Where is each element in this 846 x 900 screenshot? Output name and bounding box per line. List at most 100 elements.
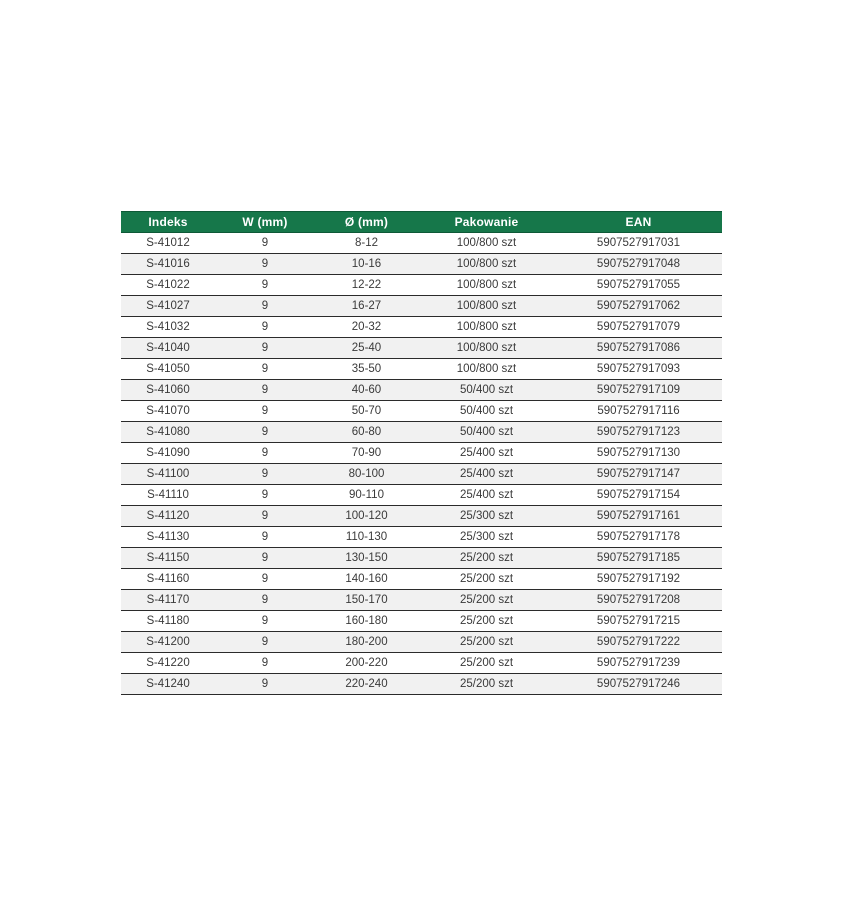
cell-w-mm: 9 [215,526,315,548]
cell-pakowanie: 25/400 szt [418,463,555,485]
cell-diameter-mm: 35-50 [315,358,418,380]
cell-pakowanie: 100/800 szt [418,232,555,254]
cell-diameter-mm: 160-180 [315,610,418,632]
cell-indeks: S-41050 [121,358,215,380]
table-row: S-41200 9 180-200 25/200 szt 5907527917222 [121,631,722,653]
cell-w-mm: 9 [215,652,315,674]
cell-w-mm: 9 [215,421,315,443]
cell-indeks: S-41180 [121,610,215,632]
cell-ean: 5907527917109 [555,379,722,401]
table-row: S-41032 9 20-32 100/800 szt 5907527917079 [121,316,722,338]
cell-indeks: S-41120 [121,505,215,527]
table-row: S-41022 9 12-22 100/800 szt 5907527917055 [121,274,722,296]
cell-pakowanie: 100/800 szt [418,295,555,317]
table-row: S-41100 9 80-100 25/400 szt 5907527917147 [121,463,722,485]
cell-indeks: S-41040 [121,337,215,359]
cell-ean: 5907527917208 [555,589,722,611]
table-row: S-41160 9 140-160 25/200 szt 5907527917192 [121,568,722,590]
cell-pakowanie: 25/200 szt [418,631,555,653]
cell-indeks: S-41060 [121,379,215,401]
cell-pakowanie: 100/800 szt [418,316,555,338]
cell-diameter-mm: 100-120 [315,505,418,527]
cell-ean: 5907527917116 [555,400,722,422]
cell-w-mm: 9 [215,631,315,653]
cell-pakowanie: 25/200 szt [418,589,555,611]
cell-ean: 5907527917031 [555,232,722,254]
cell-indeks: S-41012 [121,232,215,254]
cell-ean: 5907527917079 [555,316,722,338]
cell-indeks: S-41200 [121,631,215,653]
cell-diameter-mm: 60-80 [315,421,418,443]
cell-w-mm: 9 [215,442,315,464]
cell-diameter-mm: 16-27 [315,295,418,317]
table-row: S-41170 9 150-170 25/200 szt 5907527917208 [121,589,722,611]
cell-w-mm: 9 [215,673,315,695]
cell-diameter-mm: 90-110 [315,484,418,506]
table-row: S-41016 9 10-16 100/800 szt 5907527917048 [121,253,722,275]
cell-pakowanie: 100/800 szt [418,253,555,275]
product-spec-table-container: Indeks W (mm) Ø (mm) Pakowanie EAN S-41012 9 8… [121,211,722,695]
cell-ean: 5907527917246 [555,673,722,695]
cell-ean: 5907527917086 [555,337,722,359]
table-row: S-41012 9 8-12 100/800 szt 5907527917031 [121,232,722,254]
table-row: S-41090 9 70-90 25/400 szt 5907527917130 [121,442,722,464]
cell-w-mm: 9 [215,484,315,506]
cell-indeks: S-41110 [121,484,215,506]
table-row: S-41040 9 25-40 100/800 szt 5907527917086 [121,337,722,359]
cell-indeks: S-41170 [121,589,215,611]
cell-diameter-mm: 180-200 [315,631,418,653]
cell-pakowanie: 25/200 szt [418,652,555,674]
cell-ean: 5907527917048 [555,253,722,275]
table-row: S-41150 9 130-150 25/200 szt 5907527917185 [121,547,722,569]
cell-indeks: S-41022 [121,274,215,296]
cell-indeks: S-41027 [121,295,215,317]
cell-pakowanie: 25/400 szt [418,442,555,464]
cell-pakowanie: 25/300 szt [418,505,555,527]
cell-w-mm: 9 [215,358,315,380]
cell-indeks: S-41080 [121,421,215,443]
cell-pakowanie: 50/400 szt [418,421,555,443]
cell-indeks: S-41090 [121,442,215,464]
cell-diameter-mm: 140-160 [315,568,418,590]
cell-pakowanie: 25/400 szt [418,484,555,506]
cell-indeks: S-41160 [121,568,215,590]
cell-pakowanie: 100/800 szt [418,358,555,380]
cell-w-mm: 9 [215,232,315,254]
cell-ean: 5907527917130 [555,442,722,464]
cell-diameter-mm: 8-12 [315,232,418,254]
table-row: S-41050 9 35-50 100/800 szt 5907527917093 [121,358,722,380]
cell-indeks: S-41130 [121,526,215,548]
cell-pakowanie: 50/400 szt [418,400,555,422]
cell-w-mm: 9 [215,316,315,338]
cell-diameter-mm: 25-40 [315,337,418,359]
cell-indeks: S-41032 [121,316,215,338]
column-header-diameter-mm: Ø (mm) [315,211,418,233]
cell-w-mm: 9 [215,589,315,611]
cell-ean: 5907527917055 [555,274,722,296]
cell-indeks: S-41150 [121,547,215,569]
cell-indeks: S-41240 [121,673,215,695]
cell-pakowanie: 25/200 szt [418,673,555,695]
cell-pakowanie: 100/800 szt [418,274,555,296]
cell-w-mm: 9 [215,568,315,590]
column-header-w-mm: W (mm) [215,211,315,233]
cell-w-mm: 9 [215,295,315,317]
cell-pakowanie: 25/200 szt [418,610,555,632]
table-header: Indeks W (mm) Ø (mm) Pakowanie EAN [121,211,722,233]
table-row: S-41080 9 60-80 50/400 szt 5907527917123 [121,421,722,443]
cell-ean: 5907527917154 [555,484,722,506]
cell-diameter-mm: 10-16 [315,253,418,275]
cell-diameter-mm: 12-22 [315,274,418,296]
cell-w-mm: 9 [215,463,315,485]
table-row: S-41060 9 40-60 50/400 szt 5907527917109 [121,379,722,401]
table-row: S-41130 9 110-130 25/300 szt 5907527917178 [121,526,722,548]
cell-pakowanie: 50/400 szt [418,379,555,401]
header-row: Indeks W (mm) Ø (mm) Pakowanie EAN [121,211,722,233]
cell-pakowanie: 25/200 szt [418,568,555,590]
cell-ean: 5907527917093 [555,358,722,380]
cell-ean: 5907527917178 [555,526,722,548]
cell-w-mm: 9 [215,337,315,359]
cell-ean: 5907527917185 [555,547,722,569]
table-row: S-41110 9 90-110 25/400 szt 5907527917154 [121,484,722,506]
cell-ean: 5907527917147 [555,463,722,485]
